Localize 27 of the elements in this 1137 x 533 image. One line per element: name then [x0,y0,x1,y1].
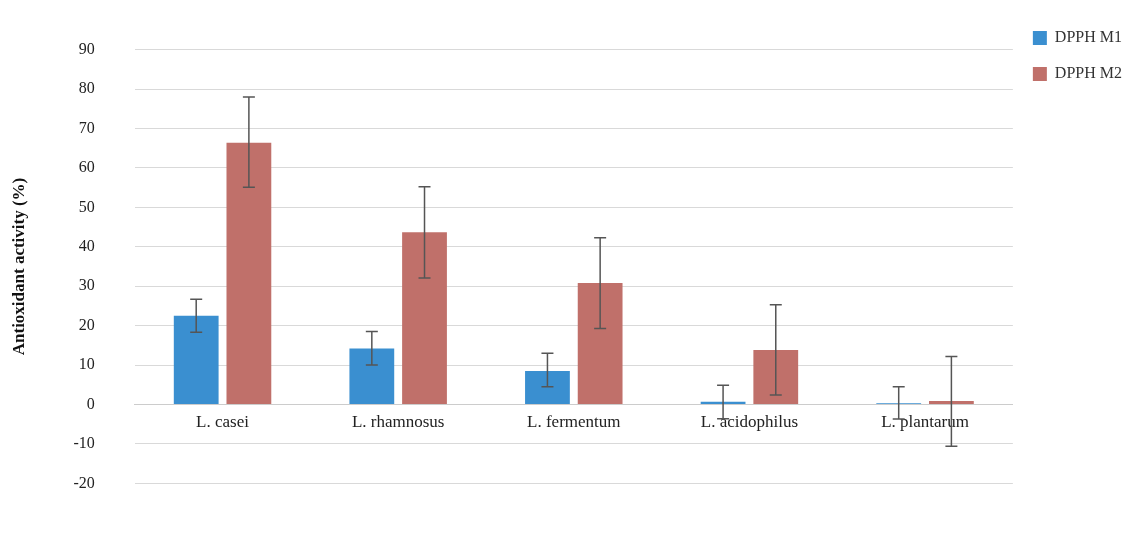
bar [525,371,570,405]
x-tick-label: L. casei [196,412,250,432]
y-tick-label: 80 [78,79,95,97]
y-tick-label: 10 [78,355,95,373]
bar [929,400,974,405]
y-axis-title: Antioxidant activity (%) [8,177,28,356]
legend-label: DPPH M2 [1054,64,1123,82]
bar [349,348,395,405]
x-tick-label: L. fermentum [527,412,621,432]
y-tick-label: 0 [86,394,95,412]
y-tick-label: 40 [78,236,95,254]
x-tick-label: L. rhamnosus [351,412,445,432]
y-tick-label: 50 [78,197,95,215]
y-tick-label: 70 [78,118,95,136]
bar [753,350,799,405]
y-tick-label: 20 [78,315,95,333]
x-tick-label: L. acidophilus [700,412,799,432]
y-tick-label: 90 [78,39,95,57]
y-tick-label: 60 [78,158,95,176]
bar [226,142,272,405]
y-tick-label: -20 [73,473,95,491]
bar [173,315,219,405]
legend-label: DPPH M1 [1054,28,1123,46]
bar [577,283,623,405]
bar [402,232,447,405]
y-tick-label: -10 [73,434,95,452]
y-tick-label: 30 [78,276,95,294]
